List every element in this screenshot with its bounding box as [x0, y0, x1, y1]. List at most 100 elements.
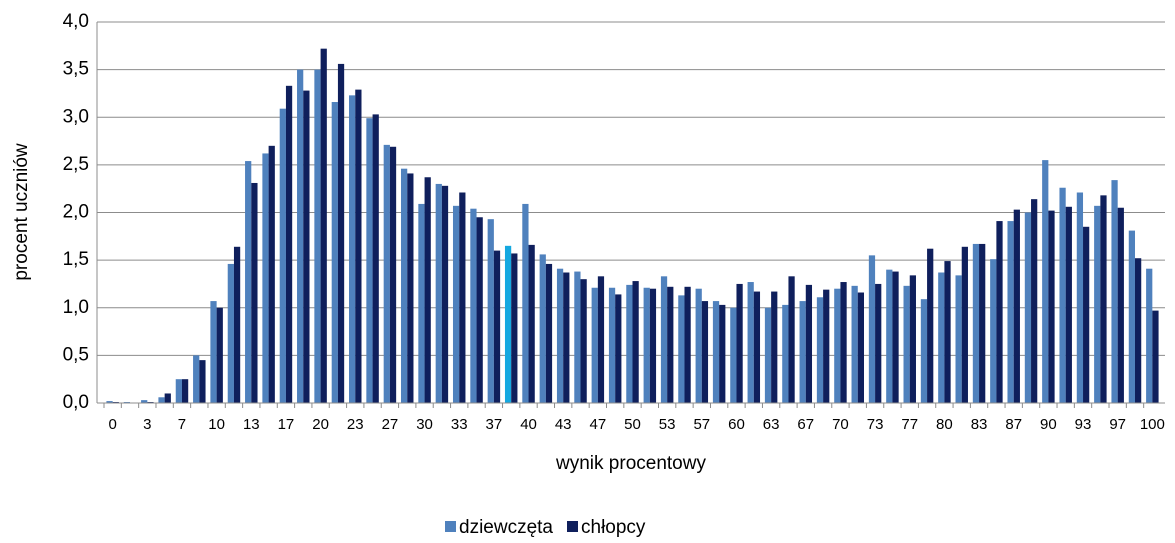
bar — [106, 401, 113, 403]
x-tick-label: 33 — [451, 416, 468, 433]
bar — [227, 263, 234, 403]
bar — [452, 205, 460, 403]
y-axis-title: procent uczniów — [11, 143, 32, 281]
bar — [649, 288, 657, 403]
bar — [1065, 206, 1072, 403]
y-tick-label: 1,0 — [63, 297, 89, 318]
bar — [493, 250, 501, 403]
bar — [1100, 195, 1107, 403]
bar — [823, 289, 830, 403]
bar — [441, 185, 449, 403]
bar — [574, 271, 581, 403]
y-tick-label: 0,5 — [63, 344, 89, 365]
bar — [1152, 310, 1159, 403]
bar — [834, 288, 841, 403]
bar — [262, 153, 269, 403]
bar — [563, 272, 570, 403]
bar — [407, 173, 414, 403]
bar — [996, 221, 1003, 403]
bar — [285, 85, 293, 403]
bar — [556, 268, 564, 403]
bar — [886, 269, 893, 403]
bar — [528, 244, 535, 403]
bar — [643, 287, 650, 403]
bar — [245, 161, 252, 403]
x-tick-label: 20 — [312, 416, 329, 433]
bar — [199, 360, 206, 403]
x-tick-label: 50 — [624, 416, 641, 433]
bar — [314, 69, 321, 403]
bar — [1031, 199, 1038, 403]
x-tick-label: 63 — [763, 416, 780, 433]
x-tick-label: 57 — [693, 416, 710, 433]
bar — [383, 144, 390, 403]
bar — [667, 286, 674, 403]
bar — [660, 276, 668, 403]
bar — [251, 182, 258, 403]
bar — [1111, 180, 1118, 403]
bar — [1024, 212, 1032, 403]
bar — [349, 95, 356, 403]
bar — [1048, 210, 1055, 403]
bar — [331, 102, 338, 403]
bar — [764, 307, 772, 403]
bar — [1083, 226, 1090, 403]
bar — [615, 294, 622, 403]
x-tick-label: 27 — [382, 416, 399, 433]
bar — [892, 271, 899, 403]
x-tick-label: 43 — [555, 416, 572, 433]
bar — [279, 108, 286, 404]
bar — [701, 301, 709, 403]
bar — [522, 203, 529, 403]
y-tick-label: 2,0 — [63, 202, 89, 223]
bar — [979, 243, 986, 403]
bar — [961, 246, 968, 403]
bar — [695, 288, 702, 403]
x-tick-label: 10 — [208, 416, 225, 433]
bar — [504, 245, 512, 403]
x-tick-label: 0 — [108, 416, 116, 433]
bar — [389, 146, 397, 403]
bar — [857, 292, 865, 403]
x-tick-label: 67 — [797, 416, 814, 433]
bar — [193, 355, 200, 403]
legend-swatch — [445, 521, 456, 532]
y-tick-label: 2,5 — [63, 154, 89, 175]
bar — [938, 272, 945, 403]
x-tick-label: 70 — [832, 416, 849, 433]
bar — [1117, 207, 1124, 403]
bar — [875, 283, 882, 403]
y-tick-label: 3,5 — [63, 59, 89, 80]
y-tick-label: 4,0 — [63, 11, 89, 32]
bar — [233, 246, 241, 403]
x-axis-title: wynik procentowy — [555, 453, 706, 474]
y-tick-label: 1,5 — [63, 249, 89, 270]
bar — [400, 168, 408, 403]
x-tick-label: 3 — [143, 416, 151, 433]
bar — [678, 295, 685, 403]
bar — [210, 301, 217, 403]
bar — [868, 255, 876, 403]
bar — [805, 284, 813, 403]
bar — [268, 145, 275, 403]
x-tick-label: 40 — [520, 416, 537, 433]
bar — [297, 69, 304, 403]
x-tick-label: 13 — [243, 416, 260, 433]
bar — [753, 291, 761, 403]
bar — [782, 304, 789, 403]
bar — [632, 281, 639, 403]
bar — [175, 379, 182, 403]
bar — [944, 261, 951, 403]
bar — [920, 299, 928, 403]
bar — [141, 400, 148, 403]
bar — [539, 254, 546, 403]
bar — [816, 297, 824, 403]
bar — [903, 285, 910, 403]
bar — [424, 177, 431, 403]
bar — [303, 90, 310, 403]
x-tick-label: 77 — [901, 416, 918, 433]
bar — [1059, 187, 1066, 403]
x-tick-label: 93 — [1075, 416, 1092, 433]
y-tick-label: 3,0 — [63, 106, 89, 127]
